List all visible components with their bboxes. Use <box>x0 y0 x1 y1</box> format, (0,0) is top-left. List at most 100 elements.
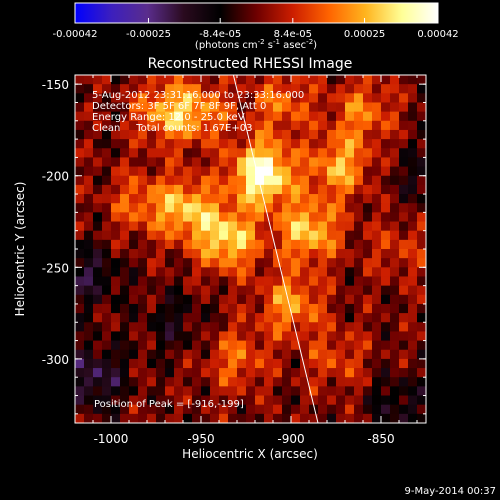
colorbar-tick-label: -0.00042 <box>53 29 98 40</box>
heatmap-cell <box>147 102 157 113</box>
heatmap-cell <box>237 157 247 168</box>
heatmap-cell <box>246 404 256 415</box>
heatmap-cell <box>120 276 130 287</box>
heatmap-cell <box>381 285 391 296</box>
heatmap-cell <box>255 194 265 204</box>
info-clean-counts: Clean Total counts: 1.67E+03 <box>92 123 252 134</box>
heatmap-cell <box>165 102 175 113</box>
heatmap-cell <box>93 303 103 314</box>
heatmap-cell <box>147 129 157 140</box>
heatmap-cell <box>273 368 283 378</box>
heatmap-cell <box>75 139 85 149</box>
heatmap-cell <box>75 93 85 104</box>
heatmap-cell <box>336 212 346 223</box>
heatmap-cell <box>417 358 426 369</box>
heatmap-cell <box>138 230 148 241</box>
heatmap-cell <box>201 322 211 333</box>
heatmap-cell <box>399 157 409 168</box>
heatmap-cell <box>192 203 202 213</box>
heatmap-cell <box>309 276 319 287</box>
heatmap-cell <box>210 203 220 213</box>
heatmap-cell <box>309 395 319 406</box>
heatmap-cell <box>336 148 346 159</box>
heatmap-cell <box>282 148 292 159</box>
heatmap-cell <box>381 331 391 342</box>
heatmap-cell <box>219 285 229 296</box>
heatmap-cell <box>246 386 256 397</box>
heatmap-cell <box>93 349 103 360</box>
heatmap-cell <box>408 386 418 397</box>
heatmap-cell <box>129 404 139 415</box>
heatmap-cell <box>318 358 328 369</box>
heatmap-cell <box>318 294 328 305</box>
heatmap-cell <box>129 377 139 387</box>
heatmap-cell <box>93 285 103 296</box>
heatmap-cell <box>201 93 211 104</box>
heatmap-cell <box>291 413 301 423</box>
heatmap-cell <box>138 413 148 423</box>
heatmap-cell <box>399 75 409 85</box>
heatmap-cell <box>228 184 238 195</box>
heatmap-cell <box>129 75 139 85</box>
heatmap-cell <box>147 313 157 323</box>
heatmap-cell <box>120 221 130 232</box>
heatmap-cell <box>399 194 409 204</box>
heatmap-cell <box>102 75 112 85</box>
heatmap-cell <box>174 377 184 387</box>
heatmap-cell <box>354 322 364 333</box>
heatmap-cell <box>345 84 355 94</box>
heatmap-cell <box>345 75 355 85</box>
heatmap-cell <box>300 413 310 423</box>
heatmap-cell <box>147 267 157 278</box>
heatmap-cell <box>417 313 426 323</box>
heatmap-cell <box>138 93 148 104</box>
heatmap-cell <box>264 413 274 423</box>
heatmap-cell <box>183 102 193 113</box>
heatmap-cell <box>102 239 112 250</box>
heatmap-cell <box>255 413 265 423</box>
heatmap-cell <box>246 139 256 149</box>
heatmap-cell <box>336 102 346 113</box>
heatmap-cell <box>75 249 85 259</box>
x-tick-label: -900 <box>277 432 304 446</box>
heatmap-cell <box>309 184 319 195</box>
heatmap-cell <box>174 111 184 122</box>
heatmap-cell <box>165 221 175 232</box>
heatmap-cell <box>318 111 328 122</box>
heatmap-cell <box>390 368 400 378</box>
heatmap-cell <box>246 413 256 423</box>
heatmap-cell <box>327 129 337 140</box>
heatmap-cell <box>75 203 85 213</box>
heatmap-cell <box>300 203 310 213</box>
heatmap-cell <box>390 102 400 113</box>
heatmap-cell <box>291 84 301 94</box>
heatmap-cell <box>219 139 229 149</box>
heatmap-cell <box>399 377 409 387</box>
heatmap-cell <box>201 84 211 94</box>
heatmap-cell <box>309 322 319 333</box>
heatmap-cell <box>192 313 202 323</box>
heatmap-cell <box>408 102 418 113</box>
heatmap-cell <box>183 166 193 177</box>
heatmap-cell <box>282 322 292 333</box>
heatmap-cell <box>255 212 265 223</box>
heatmap-cell <box>219 148 229 159</box>
heatmap-cell <box>255 102 265 113</box>
heatmap-cell <box>354 258 364 268</box>
heatmap-cell <box>246 221 256 232</box>
heatmap-cell <box>201 221 211 232</box>
heatmap-cell <box>336 413 346 423</box>
heatmap-cell <box>210 102 220 113</box>
heatmap-cell <box>282 129 292 140</box>
heatmap-cell <box>246 358 256 369</box>
heatmap-cell <box>147 93 157 104</box>
heatmap-cell <box>210 276 220 287</box>
heatmap-cell <box>282 230 292 241</box>
heatmap-cell <box>183 184 193 195</box>
heatmap-cell <box>192 120 202 131</box>
heatmap-cell <box>201 303 211 314</box>
heatmap-cell <box>210 212 220 223</box>
heatmap-cell <box>282 212 292 223</box>
heatmap-cell <box>399 212 409 223</box>
heatmap-cell <box>309 239 319 250</box>
